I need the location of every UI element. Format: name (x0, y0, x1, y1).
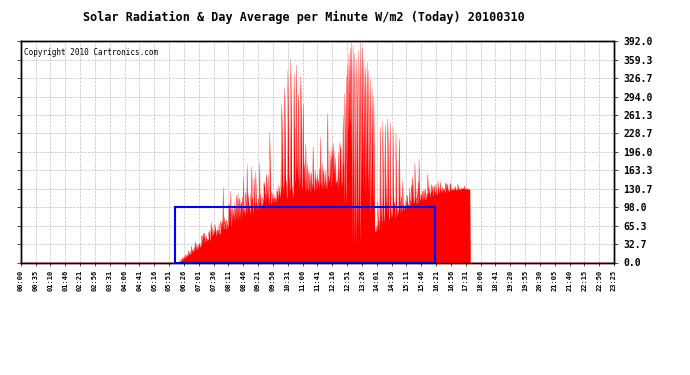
Text: Solar Radiation & Day Average per Minute W/m2 (Today) 20100310: Solar Radiation & Day Average per Minute… (83, 11, 524, 24)
Bar (175, 207, 435, 262)
Text: Copyright 2010 Cartronics.com: Copyright 2010 Cartronics.com (23, 48, 158, 57)
